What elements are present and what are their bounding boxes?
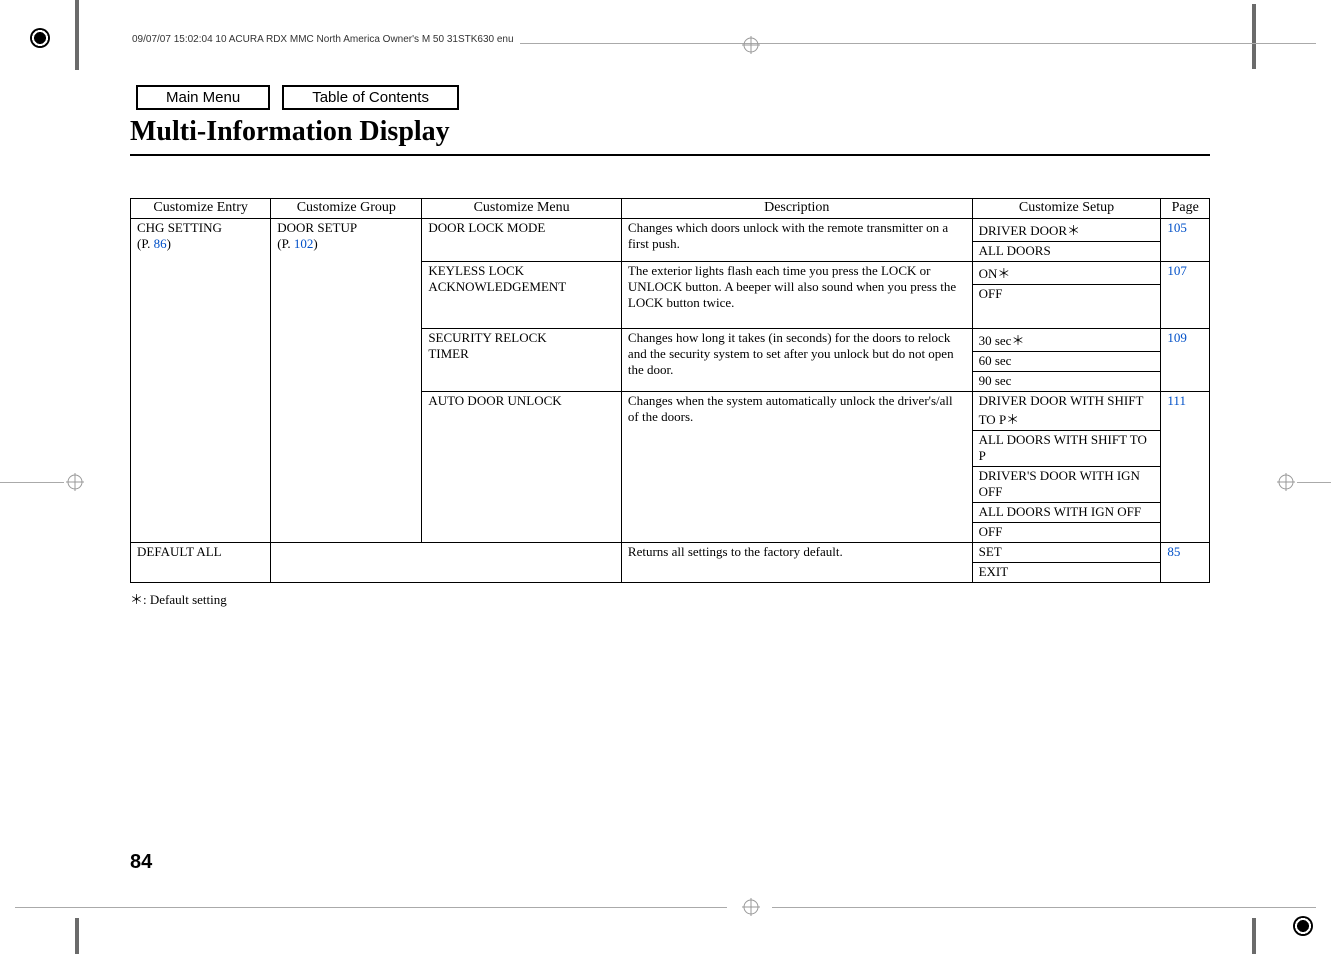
th-entry: Customize Entry (131, 199, 271, 219)
cell-setup: DRIVER DOOR＊ (972, 219, 1161, 242)
cell-setup: ON＊ (972, 262, 1161, 285)
cell-setup: 30 sec＊ (972, 329, 1161, 352)
crosshair-icon (66, 473, 84, 491)
registration-mark-icon (30, 28, 50, 48)
print-header: 09/07/07 15:02:04 10 ACURA RDX MMC North… (132, 34, 514, 45)
crop-mark (1252, 918, 1256, 954)
crosshair-icon (1277, 473, 1295, 491)
title-rule (130, 154, 1210, 156)
cell-page: 85 (1161, 543, 1210, 583)
rule (1297, 482, 1331, 483)
page-link[interactable]: 102 (294, 236, 314, 251)
cell-setup: 90 sec (972, 372, 1161, 392)
page-link[interactable]: 111 (1167, 393, 1186, 408)
group-label: DOOR SETUP (277, 220, 357, 235)
entry-pageref: (P. 86) (137, 236, 171, 251)
group-pageref: (P. 102) (277, 236, 317, 251)
page-link[interactable]: 105 (1167, 220, 1187, 235)
crop-mark (1252, 4, 1256, 69)
nav-buttons: Main Menu Table of Contents (136, 85, 1210, 110)
cell-empty (271, 543, 622, 583)
th-menu: Customize Menu (422, 199, 622, 219)
cell-menu: DOOR LOCK MODE (422, 219, 622, 262)
crop-mark (75, 918, 79, 954)
crop-mark (75, 0, 79, 70)
cell-page: 109 (1161, 329, 1210, 392)
cell-setup: DRIVER'S DOOR WITH IGN OFF (972, 467, 1161, 503)
th-group: Customize Group (271, 199, 422, 219)
cell-setup: 60 sec (972, 352, 1161, 372)
th-setup: Customize Setup (972, 199, 1161, 219)
page-link[interactable]: 109 (1167, 330, 1187, 345)
cell-setup: ALL DOORS WITH SHIFT TO P (972, 431, 1161, 467)
cell-setup: ALL DOORS (972, 242, 1161, 262)
crosshair-icon (742, 36, 760, 54)
cell-setup: OFF (972, 285, 1161, 329)
cell-setup: OFF (972, 523, 1161, 543)
customize-table: Customize Entry Customize Group Customiz… (130, 198, 1210, 583)
cell-page: 111 (1161, 392, 1210, 543)
cell-page: 107 (1161, 262, 1210, 329)
rule (0, 482, 64, 483)
cell-entry: CHG SETTING (P. 86) (131, 219, 271, 543)
cell-setup: DRIVER DOOR WITH SHIFT TO P＊ (972, 392, 1161, 431)
cell-setup: EXIT (972, 563, 1161, 583)
cell-menu: KEYLESS LOCK ACKNOWLEDGEMENT (422, 262, 622, 329)
rule (772, 907, 1316, 908)
cell-desc: Changes when the system automatically un… (621, 392, 972, 543)
cell-setup: SET (972, 543, 1161, 563)
registration-mark-icon (1293, 916, 1313, 936)
footnote: ＊: Default setting (130, 589, 1210, 608)
cell-desc: Changes how long it takes (in seconds) f… (621, 329, 972, 392)
th-page: Page (1161, 199, 1210, 219)
th-desc: Description (621, 199, 972, 219)
main-menu-button[interactable]: Main Menu (136, 85, 270, 110)
table-row: CHG SETTING (P. 86) DOOR SETUP (P. 102) … (131, 219, 1210, 242)
entry-label: CHG SETTING (137, 220, 222, 235)
cell-page: 105 (1161, 219, 1210, 262)
page-link[interactable]: 85 (1167, 544, 1180, 559)
cell-desc: Returns all settings to the factory defa… (621, 543, 972, 583)
rule (520, 43, 1316, 44)
page-content: Main Menu Table of Contents Multi-Inform… (130, 85, 1210, 608)
table-row: DEFAULT ALL Returns all settings to the … (131, 543, 1210, 563)
cell-setup: ALL DOORS WITH IGN OFF (972, 503, 1161, 523)
cell-desc: The exterior lights flash each time you … (621, 262, 972, 329)
toc-button[interactable]: Table of Contents (282, 85, 459, 110)
table-header-row: Customize Entry Customize Group Customiz… (131, 199, 1210, 219)
page-link[interactable]: 86 (154, 236, 167, 251)
crosshair-icon (742, 898, 760, 916)
rule (15, 907, 727, 908)
page-number: 84 (130, 851, 152, 874)
cell-menu: AUTO DOOR UNLOCK (422, 392, 622, 543)
page-title: Multi-Information Display (130, 116, 1210, 148)
cell-group: DOOR SETUP (P. 102) (271, 219, 422, 543)
cell-menu: SECURITY RELOCK TIMER (422, 329, 622, 392)
cell-entry: DEFAULT ALL (131, 543, 271, 583)
cell-desc: Changes which doors unlock with the remo… (621, 219, 972, 262)
page-link[interactable]: 107 (1167, 263, 1187, 278)
